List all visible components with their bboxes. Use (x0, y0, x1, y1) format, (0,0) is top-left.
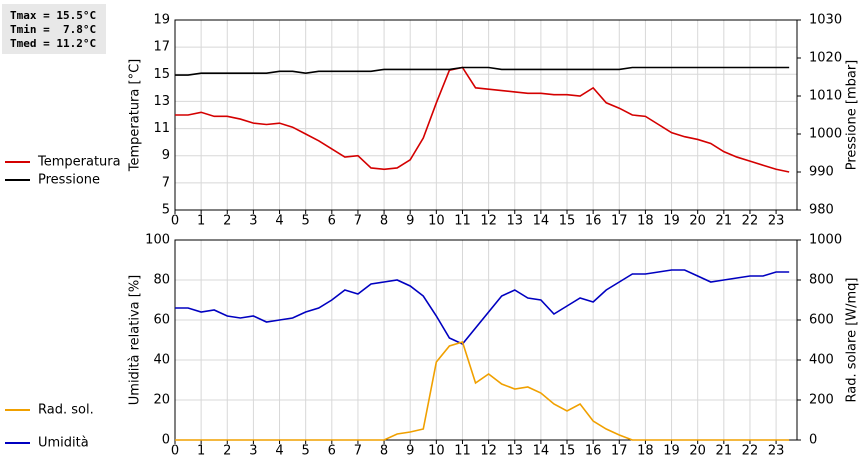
y2-axis-label: Pressione [mbar] (845, 60, 860, 171)
y2-tick-label: 400 (809, 353, 834, 368)
y-tick-label: 40 (153, 353, 170, 368)
x-tick-label: 12 (480, 214, 497, 229)
x-tick-label: 11 (454, 214, 471, 229)
x-tick-label: 13 (506, 214, 523, 229)
x-tick-label: 15 (559, 444, 576, 459)
y2-tick-label: 990 (809, 165, 834, 180)
stat-text: Tmin = 7.8°C (10, 23, 96, 36)
y-tick-label: 9 (162, 148, 170, 163)
y-tick-label: 13 (153, 94, 170, 109)
x-tick-label: 9 (406, 214, 414, 229)
x-tick-label: 13 (506, 444, 523, 459)
x-tick-label: 19 (663, 444, 680, 459)
x-tick-label: 10 (428, 444, 445, 459)
x-tick-label: 12 (480, 444, 497, 459)
plot-frame (174, 239, 798, 441)
stats-box (2, 4, 106, 54)
x-tick-label: 20 (689, 214, 706, 229)
y-tick-label: 7 (162, 175, 170, 190)
x-tick-label: 17 (611, 214, 628, 229)
y-tick-label: 20 (153, 393, 170, 408)
x-tick-label: 7 (354, 444, 362, 459)
series-line (175, 66, 790, 76)
x-tick-label: 8 (380, 214, 388, 229)
x-tick-label: 8 (380, 444, 388, 459)
y2-tick-label: 1030 (809, 13, 842, 28)
y-tick-label: 80 (153, 273, 170, 288)
x-tick-label: 22 (742, 444, 759, 459)
x-tick-label: 6 (328, 444, 336, 459)
x-tick-label: 21 (716, 444, 733, 459)
y2-tick-label: 1010 (809, 89, 842, 104)
x-tick-label: 3 (249, 444, 257, 459)
x-tick-label: 0 (171, 444, 179, 459)
stat-text: Tmax = 15.5°C (10, 9, 96, 22)
y2-tick-label: 1000 (809, 233, 842, 248)
y2-tick-label: 1000 (809, 127, 842, 142)
y-axis-label: Temperatura [°C] (128, 59, 143, 172)
x-tick-label: 1 (197, 214, 205, 229)
x-tick-label: 14 (533, 444, 550, 459)
legend-label: Pressione (38, 173, 100, 188)
x-tick-label: 18 (637, 444, 654, 459)
x-tick-label: 2 (223, 214, 231, 229)
x-tick-label: 16 (585, 444, 602, 459)
x-tick-label: 3 (249, 214, 257, 229)
y2-tick-label: 200 (809, 393, 834, 408)
y-tick-label: 19 (153, 13, 170, 28)
series-line (175, 269, 790, 345)
x-tick-label: 20 (689, 444, 706, 459)
x-tick-label: 19 (663, 214, 680, 229)
y-axis-label: Umidità relativa [%] (128, 275, 143, 405)
x-tick-label: 6 (328, 214, 336, 229)
series-line (175, 341, 790, 441)
x-tick-label: 21 (716, 214, 733, 229)
x-tick-label: 22 (742, 214, 759, 229)
x-tick-label: 15 (559, 214, 576, 229)
x-tick-label: 14 (533, 214, 550, 229)
plot-frame (174, 19, 798, 211)
y2-axis-label: Rad. solare [W/mq] (845, 277, 860, 402)
y2-tick-label: 800 (809, 273, 834, 288)
x-tick-label: 16 (585, 214, 602, 229)
x-tick-label: 17 (611, 444, 628, 459)
x-tick-label: 11 (454, 444, 471, 459)
x-tick-label: 18 (637, 214, 654, 229)
y-tick-label: 11 (153, 121, 170, 136)
y-tick-label: 60 (153, 313, 170, 328)
x-tick-label: 0 (171, 214, 179, 229)
y-tick-label: 15 (153, 67, 170, 82)
x-tick-label: 4 (275, 444, 283, 459)
legend-label: Rad. sol. (38, 403, 94, 418)
x-tick-label: 9 (406, 444, 414, 459)
legend-label: Temperatura (37, 155, 121, 170)
x-tick-label: 2 (223, 444, 231, 459)
y-tick-label: 17 (153, 40, 170, 55)
y2-tick-label: 1020 (809, 51, 842, 66)
y2-tick-label: 0 (809, 433, 817, 448)
x-tick-label: 4 (275, 214, 283, 229)
stat-text: Tmed = 11.2°C (10, 37, 96, 50)
y2-tick-label: 980 (809, 203, 834, 218)
x-tick-label: 10 (428, 214, 445, 229)
y-tick-label: 5 (162, 203, 170, 218)
legend-label: Umidità (38, 436, 89, 451)
x-tick-label: 23 (768, 444, 785, 459)
y-tick-label: 0 (162, 433, 170, 448)
y2-tick-label: 600 (809, 313, 834, 328)
x-tick-label: 7 (354, 214, 362, 229)
x-tick-label: 23 (768, 214, 785, 229)
x-tick-label: 5 (302, 444, 310, 459)
x-tick-label: 1 (197, 444, 205, 459)
y-tick-label: 100 (145, 233, 170, 248)
series-line (175, 66, 790, 173)
x-tick-label: 5 (302, 214, 310, 229)
